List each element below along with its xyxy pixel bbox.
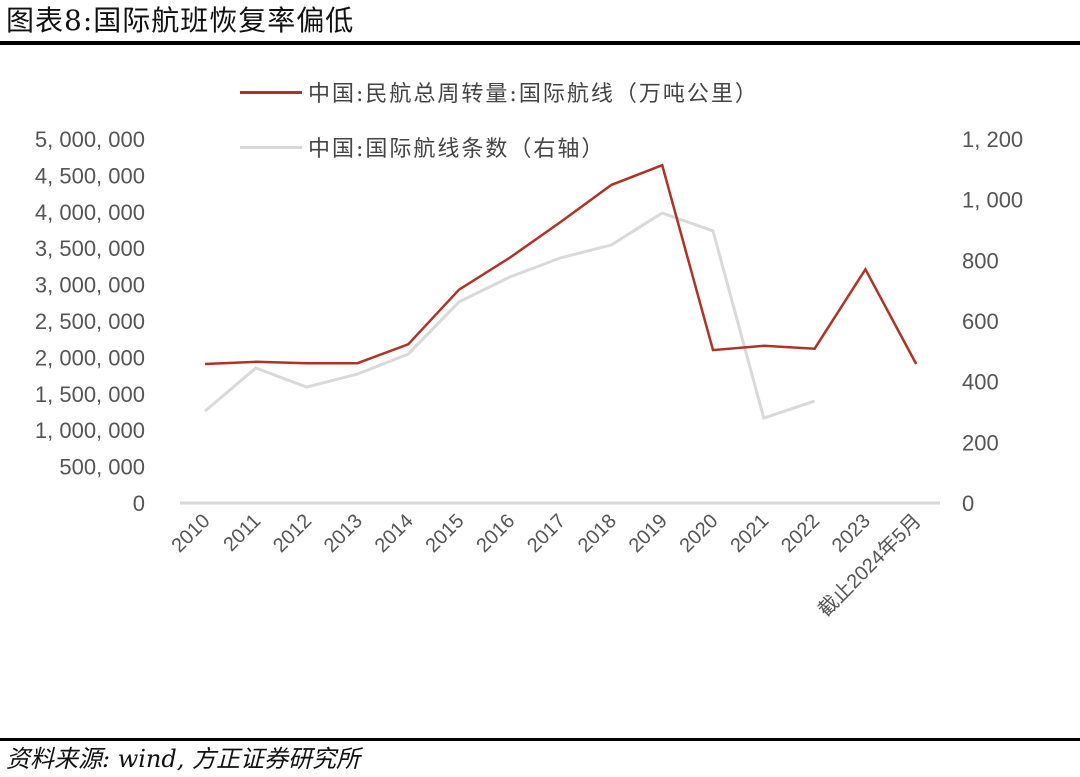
y-right-tick-label: 400 — [962, 370, 999, 395]
x-tick-label: 2010 — [168, 510, 215, 557]
source-note: 资料来源: wind, 方正证券研究所 — [6, 745, 361, 773]
x-tick-label: 2020 — [676, 510, 723, 557]
x-tick-label: 2011 — [219, 510, 265, 556]
y-right-tick-label: 200 — [962, 430, 999, 455]
x-tick-label: 2013 — [320, 510, 367, 557]
title-divider — [0, 41, 1080, 45]
x-tick-label: 2012 — [269, 510, 316, 557]
y-right-tick-label: 800 — [962, 248, 999, 273]
series-line-route-count — [204, 211, 816, 421]
plot-lines — [204, 163, 918, 421]
x-tick-label: 2021 — [726, 510, 773, 557]
y-left-tick-label: 2, 500, 000 — [35, 309, 145, 334]
x-tick-label: 2014 — [371, 510, 418, 557]
y-axis-right: 0 200 400 600 800 1, 000 1, 200 — [962, 127, 1023, 516]
x-tick-label: 2015 — [422, 510, 469, 557]
series-line-turnover — [204, 163, 918, 366]
x-tick-label: 2023 — [828, 510, 875, 557]
y-right-tick-label: 600 — [962, 309, 999, 334]
legend-item-passenger-turnover: 中国:民航总周转量:国际航线（万吨公里） — [240, 74, 759, 110]
y-left-tick-label: 5, 000, 000 — [35, 127, 145, 152]
y-left-tick-label: 500, 000 — [59, 455, 145, 480]
y-left-tick-label: 1, 000, 000 — [35, 418, 145, 443]
x-tick-label: 2022 — [777, 510, 824, 557]
y-right-tick-label: 1, 000 — [962, 188, 1023, 213]
y-left-tick-label: 1, 500, 000 — [35, 382, 145, 407]
x-axis-ticks: 2010 2011 2012 2013 2014 2015 2016 2017 2018 2019… — [168, 509, 926, 621]
y-left-tick-label: 3, 500, 000 — [35, 236, 145, 261]
y-left-tick-label: 4, 000, 000 — [35, 200, 145, 225]
y-left-tick-label: 4, 500, 000 — [35, 163, 145, 188]
chart-title: 图表8:国际航班恢复率偏低 — [6, 4, 355, 37]
y-axis-left: 0 500, 000 1, 000, 000 1, 500, 000 2, 000, 0… — [35, 127, 145, 516]
y-left-tick-label: 3, 000, 000 — [35, 273, 145, 298]
y-right-tick-label: 0 — [962, 491, 974, 516]
x-tick-label: 2018 — [574, 510, 621, 557]
legend-swatch-red — [240, 90, 302, 94]
x-tick-label: 2017 — [523, 510, 570, 557]
x-tick-label: 2016 — [472, 510, 519, 557]
legend-item-route-count: 中国:国际航线条数（右轴） — [240, 129, 759, 165]
legend-label: 中国:国际航线条数（右轴） — [308, 137, 606, 162]
legend: 中国:民航总周转量:国际航线（万吨公里） 中国:国际航线条数（右轴） — [240, 74, 759, 184]
y-left-tick-label: 0 — [133, 491, 145, 516]
legend-label: 中国:民航总周转量:国际航线（万吨公里） — [308, 82, 759, 107]
y-right-tick-label: 1, 200 — [962, 127, 1023, 152]
footer-divider — [0, 738, 1080, 741]
x-tick-label: 2019 — [625, 510, 672, 557]
y-left-tick-label: 2, 000, 000 — [35, 345, 145, 370]
legend-swatch-grey — [240, 145, 302, 149]
